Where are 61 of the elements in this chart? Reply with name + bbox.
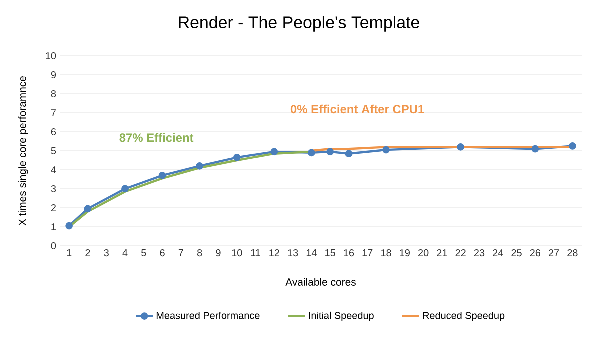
legend-label: Reduced Speedup: [423, 312, 505, 322]
x-tick-label: 19: [400, 250, 410, 257]
point: [308, 149, 316, 157]
x-tick-label: 1: [67, 250, 72, 256]
y-tick-label: 3: [51, 185, 56, 193]
point: [382, 146, 390, 154]
x-tick-label: 23: [474, 250, 485, 257]
point: [532, 145, 540, 153]
point: [233, 154, 241, 162]
x-tick-label: 22: [456, 250, 466, 256]
point: [345, 150, 353, 158]
point: [158, 172, 166, 180]
x-tick-label: 14: [306, 250, 317, 256]
annotation: 87% Efficient: [120, 133, 194, 142]
point: [569, 142, 576, 150]
x-tick-label: 11: [251, 250, 260, 256]
x-tick-label: 3: [104, 250, 109, 257]
point: [457, 144, 465, 151]
x-tick-label: 26: [530, 250, 541, 257]
x-tick-label: 8: [197, 250, 202, 257]
y-tick-label: 1: [52, 224, 56, 230]
y-axis-title: X times single core perforamnce: [18, 76, 28, 226]
x-tick-label: 13: [288, 250, 298, 257]
x-tick-label: 20: [418, 250, 429, 257]
x-tick-label: 17: [362, 250, 373, 256]
point: [196, 162, 204, 170]
annotation: 0% Efficient After CPU1: [290, 104, 424, 114]
x-tick-label: 10: [232, 250, 242, 257]
x-tick-label: 16: [344, 250, 354, 257]
x-tick-label: 21: [437, 250, 448, 256]
point: [326, 148, 334, 156]
point: [84, 205, 92, 213]
y-tick-label: 8: [51, 90, 56, 98]
x-tick-label: 27: [549, 250, 560, 256]
x-tick-label: 7: [178, 250, 184, 256]
point: [66, 222, 74, 230]
y-tick-label: 6: [51, 128, 56, 136]
x-tick-label: 25: [512, 250, 522, 257]
legend-label: Initial Speedup: [309, 312, 374, 322]
x-tick-label: 5: [142, 250, 146, 256]
x-tick-label: 9: [216, 250, 221, 257]
y-tick-label: 2: [51, 204, 56, 212]
x-tick-label: 18: [381, 250, 392, 257]
legend-label: Measured Performance: [156, 312, 260, 320]
y-tick-label: 5: [51, 148, 56, 154]
point: [270, 148, 278, 156]
chart-title: Render - The People's Template: [179, 16, 420, 32]
x-axis-title: Available cores: [286, 278, 356, 286]
y-tick-label: 7: [51, 110, 56, 116]
x-tick-label: 6: [160, 250, 165, 257]
x-tick-label: 12: [270, 250, 280, 256]
point: [122, 185, 129, 193]
y-tick-label: 10: [46, 52, 56, 60]
x-tick-label: 28: [568, 250, 578, 257]
y-tick-label: 9: [51, 71, 56, 79]
x-tick-label: 15: [326, 250, 336, 256]
y-tick-label: 0: [51, 242, 56, 250]
y-tick-label: 4: [51, 166, 56, 174]
x-tick-label: 2: [86, 250, 90, 256]
x-tick-label: 24: [493, 250, 504, 256]
x-tick-label: 4: [122, 250, 128, 256]
